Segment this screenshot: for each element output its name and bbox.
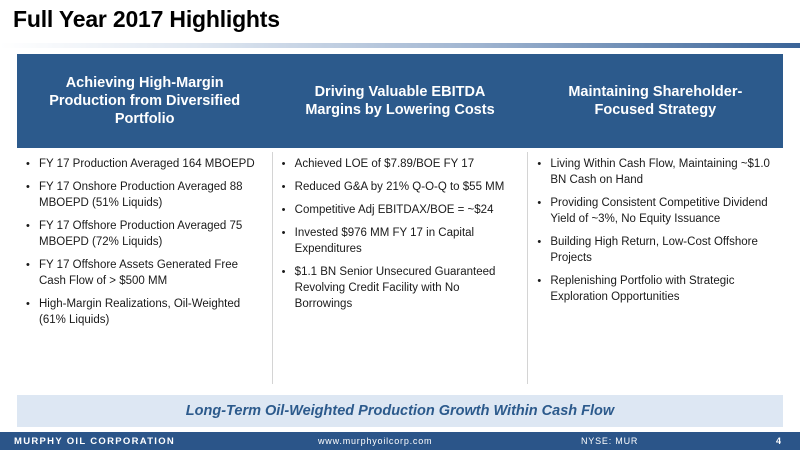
bullet-icon: • — [26, 220, 30, 232]
bullet-text: FY 17 Onshore Production Averaged 88 MBO… — [39, 181, 243, 209]
list-item: • Competitive Adj EBITDAX/BOE = ~$24 — [281, 202, 520, 218]
bullet-icon: • — [281, 266, 286, 278]
bullet-icon: • — [26, 259, 30, 271]
bullet-text: Reduced G&A by 21% Q-O-Q to $55 MM — [294, 181, 505, 193]
stock-ticker: NYSE: MUR — [581, 436, 639, 446]
bullet-icon: • — [537, 236, 542, 248]
bullet-list: • Living Within Cash Flow, Maintaining ~$… — [536, 152, 775, 305]
title-divider — [0, 43, 800, 48]
bullet-text: Invested $976 MM FY 17 in Capital Expend… — [294, 227, 475, 255]
list-item: • Reduced G&A by 21% Q-O-Q to $55 MM — [281, 179, 520, 195]
list-item: • Building High Return, Low-Cost Offshore… — [536, 234, 775, 266]
company-name: MURPHY OIL CORPORATION — [14, 436, 176, 447]
bullet-text: Building High Return, Low-Cost Offshore … — [550, 236, 758, 264]
column-heading-ebitda: Driving Valuable EBITDA Margins by Lower… — [305, 84, 495, 118]
bullet-text: $1.1 BN Senior Unsecured Guaranteed Revo… — [294, 266, 496, 310]
bullet-text: Replenishing Portfolio with Strategic Ex… — [550, 275, 735, 303]
bullet-text: FY 17 Production Averaged 164 MBOEPD — [39, 158, 255, 170]
slide-title: Full Year 2017 Highlights — [13, 6, 280, 32]
list-item: • High-Margin Realizations, Oil-Weighted … — [25, 296, 264, 328]
bullet-text: High-Margin Realizations, Oil-Weighted (… — [39, 298, 241, 326]
bullet-text: Competitive Adj EBITDAX/BOE = ~$24 — [294, 204, 494, 216]
bullet-text: Providing Consistent Competitive Dividen… — [550, 197, 768, 225]
list-item: • Living Within Cash Flow, Maintaining ~$… — [536, 156, 775, 188]
website-link[interactable]: www.murphyoilcorp.com — [318, 436, 433, 446]
bullet-text: FY 17 Offshore Assets Generated Free Cas… — [39, 259, 239, 287]
bullet-icon: • — [281, 204, 286, 216]
bullet-icon: • — [26, 158, 30, 170]
column-production: • FY 17 Production Averaged 164 MBOEPD • F… — [17, 152, 272, 384]
column-ebitda: • Achieved LOE of $7.89/BOE FY 17 • Reduce… — [271, 152, 528, 384]
bullet-icon: • — [537, 158, 542, 170]
bullet-list: • FY 17 Production Averaged 164 MBOEPD • F… — [25, 152, 264, 328]
bullet-icon: • — [537, 275, 542, 287]
bullet-columns: • FY 17 Production Averaged 164 MBOEPD • F… — [17, 152, 783, 384]
summary-banner: Long-Term Oil-Weighted Production Growth… — [17, 395, 783, 427]
bullet-text: Living Within Cash Flow, Maintaining ~$1… — [550, 158, 770, 186]
list-item: • Providing Consistent Competitive Divide… — [536, 195, 775, 227]
column-headers: Achieving High-Margin Production from Di… — [17, 54, 783, 148]
bullet-icon: • — [26, 181, 30, 193]
list-item: • Replenishing Portfolio with Strategic E… — [536, 273, 775, 305]
bullet-icon: • — [26, 298, 30, 310]
bullet-text: FY 17 Offshore Production Averaged 75 MB… — [39, 220, 243, 248]
list-item: • FY 17 Offshore Production Averaged 75 M… — [25, 218, 264, 250]
list-item: • $1.1 BN Senior Unsecured Guaranteed Rev… — [281, 264, 520, 312]
summary-banner-text: Long-Term Oil-Weighted Production Growth… — [185, 403, 615, 419]
list-item: • FY 17 Production Averaged 164 MBOEPD — [25, 156, 264, 172]
page-number: 4 — [776, 436, 782, 446]
bullet-list: • Achieved LOE of $7.89/BOE FY 17 • Reduce… — [281, 152, 520, 312]
bullet-icon: • — [281, 158, 286, 170]
bullet-icon: • — [537, 197, 542, 209]
footer-bar: MURPHY OIL CORPORATION www.murphyoilcorp… — [0, 432, 800, 450]
list-item: • FY 17 Offshore Assets Generated Free Ca… — [25, 257, 264, 289]
column-heading-production: Achieving High-Margin Production from Di… — [49, 75, 241, 127]
bullet-icon: • — [281, 181, 286, 193]
bullet-text: Achieved LOE of $7.89/BOE FY 17 — [294, 158, 475, 170]
column-heading-shareholder: Maintaining Shareholder-Focused Strategy — [568, 84, 743, 118]
column-shareholder: • Living Within Cash Flow, Maintaining ~$… — [527, 152, 783, 384]
list-item: • Invested $976 MM FY 17 in Capital Expen… — [281, 225, 520, 257]
bullet-icon: • — [281, 227, 286, 239]
list-item: • Achieved LOE of $7.89/BOE FY 17 — [281, 156, 520, 172]
list-item: • FY 17 Onshore Production Averaged 88 MB… — [25, 179, 264, 211]
